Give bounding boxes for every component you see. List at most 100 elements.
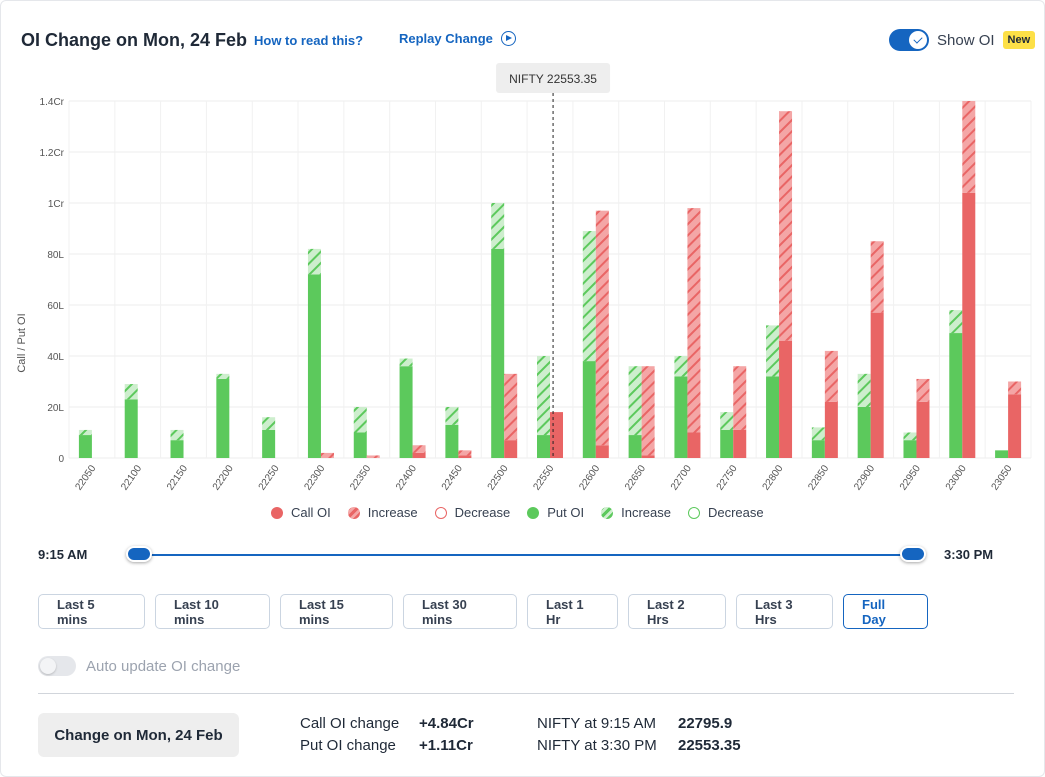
put-oi-increase-bar[interactable] — [216, 373, 230, 379]
call-oi-bar[interactable] — [687, 432, 701, 459]
call-oi-increase-bar[interactable] — [733, 366, 747, 430]
put-oi-bar[interactable] — [262, 429, 276, 458]
put-oi-bar[interactable] — [307, 274, 321, 458]
legend-put-oi[interactable]: Put OI — [527, 505, 584, 520]
put-oi-bar[interactable] — [903, 440, 917, 458]
range-last-15-mins[interactable]: Last 15 mins — [280, 594, 393, 629]
put-oi-increase-bar[interactable] — [307, 248, 321, 275]
legend-label: Decrease — [454, 505, 511, 520]
put-oi-increase-bar[interactable] — [857, 373, 871, 407]
put-oi-increase-bar[interactable] — [720, 412, 734, 430]
put-oi-bar[interactable] — [720, 429, 734, 458]
put-oi-bar[interactable] — [674, 376, 688, 458]
put-oi-bar[interactable] — [353, 432, 367, 459]
range-last-2-hrs[interactable]: Last 2 Hrs — [628, 594, 726, 629]
time-slider-track[interactable] — [139, 554, 913, 556]
put-oi-increase-bar[interactable] — [124, 384, 138, 400]
call-oi-increase-bar[interactable] — [824, 350, 838, 402]
change-on-date-button[interactable]: Change on Mon, 24 Feb — [38, 713, 239, 757]
legend-call-increase[interactable]: Increase — [347, 505, 418, 520]
call-oi-bar[interactable] — [550, 412, 563, 458]
put-oi-bar[interactable] — [628, 435, 642, 458]
y-axis-ticks: 0 20L 40L 60L 80L 1Cr 1.2Cr 1.4Cr — [40, 97, 65, 465]
call-oi-bar[interactable] — [962, 192, 976, 459]
range-last-10-mins[interactable]: Last 10 mins — [155, 594, 270, 629]
range-full-day[interactable]: Full Day — [843, 594, 928, 629]
call-oi-increase-bar[interactable] — [687, 208, 701, 433]
slider-end-handle[interactable] — [900, 546, 926, 562]
call-oi-increase-bar[interactable] — [870, 241, 884, 313]
put-oi-increase-bar[interactable] — [353, 407, 367, 433]
call-oi-increase-bar[interactable] — [962, 101, 976, 193]
legend-put-increase[interactable]: Increase — [601, 505, 671, 520]
put-oi-bar[interactable] — [124, 399, 138, 458]
put-oi-bar[interactable] — [491, 248, 505, 458]
slider-start-handle[interactable] — [126, 546, 152, 562]
legend-put-decrease[interactable]: Decrease — [687, 505, 764, 520]
put-oi-increase-bar[interactable] — [582, 231, 596, 362]
put-oi-increase-bar[interactable] — [262, 417, 276, 430]
legend-call-oi[interactable]: Call OI — [271, 505, 331, 520]
put-oi-bar[interactable] — [445, 424, 459, 458]
y-tick-label: 80L — [47, 250, 64, 261]
put-oi-increase-bar[interactable] — [949, 310, 963, 334]
legend-call-decrease[interactable]: Decrease — [434, 505, 511, 520]
legend-swatch-call — [271, 506, 283, 519]
chart-grid — [68, 100, 1032, 459]
put-oi-bar[interactable] — [399, 366, 413, 458]
call-oi-bar[interactable] — [504, 440, 518, 458]
call-oi-increase-bar[interactable] — [366, 455, 380, 458]
put-oi-bar[interactable] — [537, 435, 550, 458]
put-oi-bar[interactable] — [766, 376, 780, 458]
call-oi-increase-bar[interactable] — [779, 111, 793, 341]
range-last-5-mins[interactable]: Last 5 mins — [38, 594, 145, 629]
put-oi-increase-bar[interactable] — [674, 356, 688, 377]
put-oi-increase-bar[interactable] — [537, 356, 550, 436]
put-oi-increase-bar[interactable] — [399, 358, 413, 367]
put-oi-bar[interactable] — [857, 407, 871, 458]
put-oi-increase-bar[interactable] — [903, 432, 917, 441]
show-oi-toggle[interactable] — [889, 29, 929, 51]
call-oi-increase-bar[interactable] — [641, 366, 655, 456]
call-oi-bar[interactable] — [458, 455, 472, 458]
call-oi-bar[interactable] — [1008, 394, 1022, 458]
call-oi-bar[interactable] — [870, 312, 884, 458]
call-oi-increase-bar[interactable] — [595, 210, 609, 446]
put-oi-bar[interactable] — [216, 378, 230, 458]
put-oi-increase-bar[interactable] — [170, 429, 184, 441]
call-oi-increase-bar[interactable] — [504, 373, 518, 441]
put-oi-bar[interactable] — [78, 435, 92, 458]
call-oi-increase-bar[interactable] — [458, 450, 472, 456]
put-oi-increase-bar[interactable] — [628, 366, 642, 436]
range-last-1-hr[interactable]: Last 1 Hr — [527, 594, 618, 629]
put-oi-bar[interactable] — [170, 440, 184, 458]
call-oi-bar[interactable] — [595, 445, 609, 458]
replay-change-button[interactable]: Replay Change — [399, 31, 516, 46]
call-oi-increase-bar[interactable] — [916, 378, 930, 402]
put-oi-increase-bar[interactable] — [766, 325, 780, 377]
put-oi-bar[interactable] — [995, 450, 1009, 458]
put-oi-bar[interactable] — [582, 361, 596, 458]
how-to-read-link[interactable]: How to read this? — [254, 33, 364, 48]
call-oi-bar[interactable] — [641, 455, 655, 458]
x-tick-label: 22150 — [165, 463, 190, 492]
range-last-30-mins[interactable]: Last 30 mins — [403, 594, 517, 629]
x-tick-label: 22250 — [257, 463, 282, 492]
put-oi-increase-bar[interactable] — [491, 203, 505, 249]
call-oi-increase-bar[interactable] — [320, 452, 334, 458]
put-oi-increase-bar[interactable] — [811, 427, 825, 441]
range-last-3-hrs[interactable]: Last 3 Hrs — [736, 594, 833, 629]
call-oi-increase-bar[interactable] — [412, 445, 426, 453]
call-oi-bar[interactable] — [916, 401, 930, 458]
put-oi-bar[interactable] — [949, 333, 963, 458]
put-oi-increase-bar[interactable] — [78, 429, 92, 436]
put-oi-bar[interactable] — [811, 440, 825, 458]
call-oi-increase-bar[interactable] — [1008, 381, 1022, 395]
call-oi-bar[interactable] — [412, 452, 426, 458]
call-oi-bar[interactable] — [824, 401, 838, 458]
auto-update-toggle[interactable] — [38, 656, 76, 676]
put-oi-increase-bar[interactable] — [445, 407, 459, 425]
call-oi-bar[interactable] — [779, 340, 793, 458]
y-tick-label: 20L — [47, 403, 64, 414]
call-oi-bar[interactable] — [733, 429, 747, 458]
